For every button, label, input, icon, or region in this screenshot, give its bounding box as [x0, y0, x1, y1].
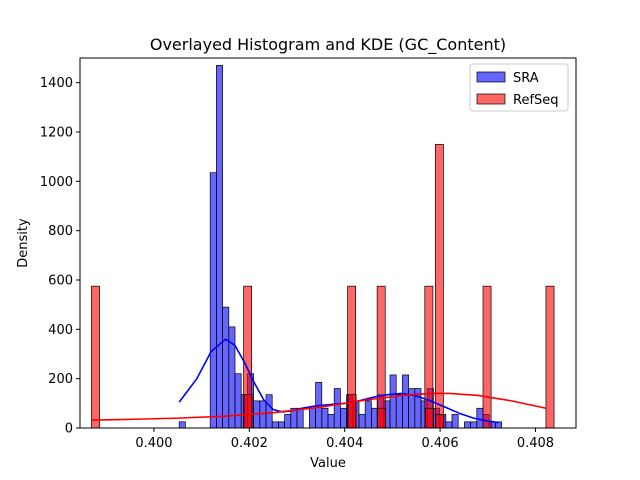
y-tick-label: 200: [48, 372, 73, 387]
sra-kde-line: [178, 338, 499, 424]
legend-swatch-refseq: [476, 93, 506, 105]
y-tick-label: 1000: [40, 175, 73, 190]
refseq-bars: [91, 143, 555, 429]
legend-swatch-sra: [476, 71, 506, 83]
refseq-bar-9: [434, 143, 444, 429]
sra-bar-3: [222, 306, 230, 429]
y-tick-label: 1200: [40, 126, 73, 141]
sra-bar-15: [296, 407, 304, 429]
sra-bar-13: [284, 414, 292, 429]
x-tick-label: 0.406: [421, 436, 458, 451]
sra-bar-39: [451, 414, 459, 429]
legend-label-sra: SRA: [513, 71, 539, 86]
chart-title: Overlayed Histogram and KDE (GC_Content): [150, 35, 506, 55]
x-axis-label: Value: [310, 456, 346, 471]
y-tick-label: 0: [65, 422, 73, 437]
sra-bar-41: [470, 421, 478, 429]
axes-frame: [79, 57, 577, 429]
sra-bar-24: [358, 414, 366, 429]
sra-bar-38: [445, 421, 453, 429]
x-tick-label: 0.400: [135, 436, 172, 451]
y-tick-label: 400: [48, 323, 73, 338]
refseq-kde-line: [91, 392, 547, 421]
sra-bar-10: [265, 394, 273, 429]
refseq-bar-6: [377, 407, 387, 429]
refseq-bar-11: [482, 285, 492, 429]
refseq-bar-4: [347, 394, 357, 429]
x-tick-label: 0.408: [517, 436, 554, 451]
sra-bar-18: [321, 407, 329, 429]
legend: SRA RefSeq: [469, 63, 569, 112]
y-tick-label: 800: [48, 224, 73, 239]
sra-bar-25: [364, 400, 372, 429]
sra-bar-1: [209, 172, 217, 429]
refseq-bar-7: [424, 285, 434, 429]
sra-bar-5: [234, 373, 242, 429]
sra-bar-11: [271, 421, 279, 429]
sra-bar-29: [389, 374, 397, 429]
sra-bar-20: [333, 388, 341, 429]
sra-bar-40: [464, 421, 471, 429]
x-tick-label: 0.404: [326, 436, 363, 451]
refseq-bar-0: [91, 285, 100, 429]
sra-bar-16: [309, 407, 316, 429]
sra-bar-30: [395, 394, 403, 429]
sra-bar-0: [178, 421, 186, 429]
x-axis-ticks: 0.400 0.402 0.404 0.406 0.408: [135, 428, 554, 451]
sra-bar-2: [216, 65, 223, 429]
y-axis-ticks: 0 200 400 600 800 1000 1200 1400: [40, 76, 80, 437]
sra-bar-9: [259, 400, 267, 429]
sra-bar-12: [278, 421, 285, 429]
refseq-bar-2: [243, 394, 253, 429]
sra-bar-26: [371, 407, 378, 429]
refseq-bar-10: [435, 414, 445, 429]
sra-bar-21: [340, 407, 347, 429]
x-tick-label: 0.402: [231, 436, 268, 451]
y-tick-label: 1400: [40, 76, 73, 91]
refseq-bar-5: [376, 285, 386, 429]
refseq-bar-12: [545, 285, 555, 429]
refseq-bar-8: [424, 407, 434, 429]
y-axis-label: Density: [16, 218, 31, 268]
y-tick-label: 600: [48, 274, 73, 289]
sra-bar-19: [327, 414, 335, 429]
sra-bar-31: [402, 374, 409, 429]
legend-label-refseq: RefSeq: [513, 93, 559, 108]
sra-bar-42: [476, 407, 484, 429]
plot-area: [91, 65, 555, 429]
